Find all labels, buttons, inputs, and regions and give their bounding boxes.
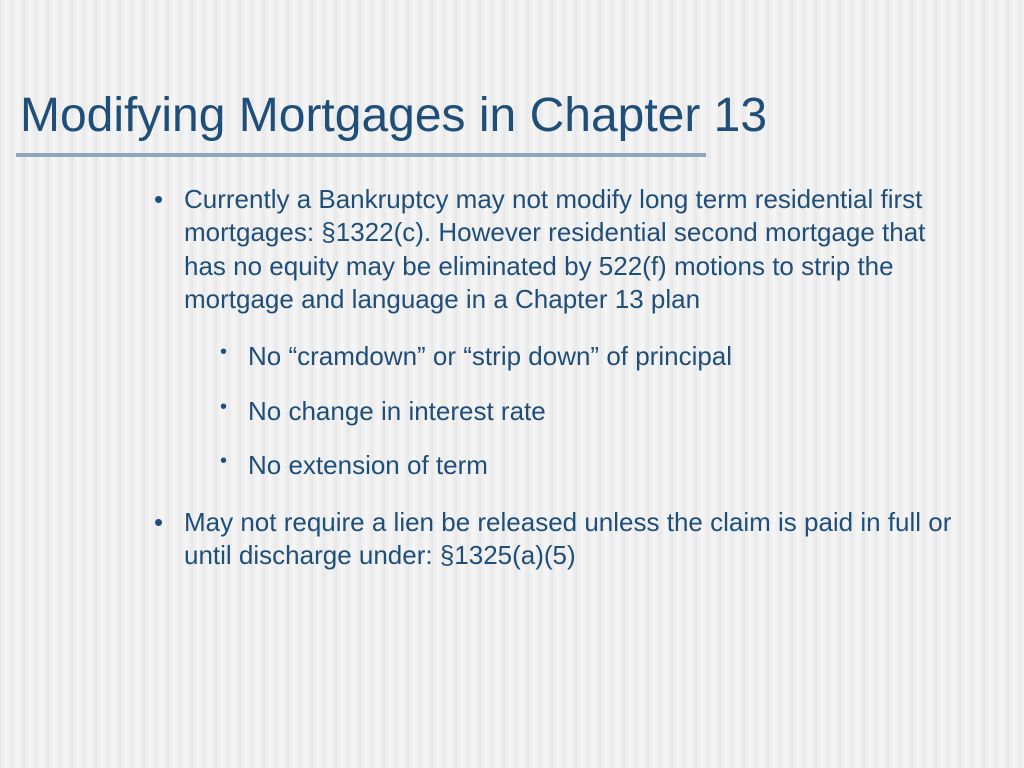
bullet-list: Currently a Bankruptcy may not modify lo… <box>130 183 964 572</box>
sub-bullet-text: No “cramdown” or “strip down” of princip… <box>248 341 732 371</box>
bullet-item: Currently a Bankruptcy may not modify lo… <box>130 183 964 482</box>
slide: Modifying Mortgages in Chapter 13 Curren… <box>0 0 1024 768</box>
sub-bullet-item: No change in interest rate <box>198 395 964 428</box>
bullet-text: Currently a Bankruptcy may not modify lo… <box>184 184 925 314</box>
sub-bullet-item: No “cramdown” or “strip down” of princip… <box>198 340 964 373</box>
slide-title: Modifying Mortgages in Chapter 13 <box>0 0 1024 151</box>
sub-bullet-text: No extension of term <box>248 450 488 480</box>
slide-content: Currently a Bankruptcy may not modify lo… <box>0 157 1024 572</box>
sub-bullet-text: No change in interest rate <box>248 396 546 426</box>
bullet-text: May not require a lien be released unles… <box>184 507 951 570</box>
bullet-item: May not require a lien be released unles… <box>130 506 964 573</box>
sub-bullet-item: No extension of term <box>198 449 964 482</box>
sub-bullet-list: No “cramdown” or “strip down” of princip… <box>198 340 964 482</box>
